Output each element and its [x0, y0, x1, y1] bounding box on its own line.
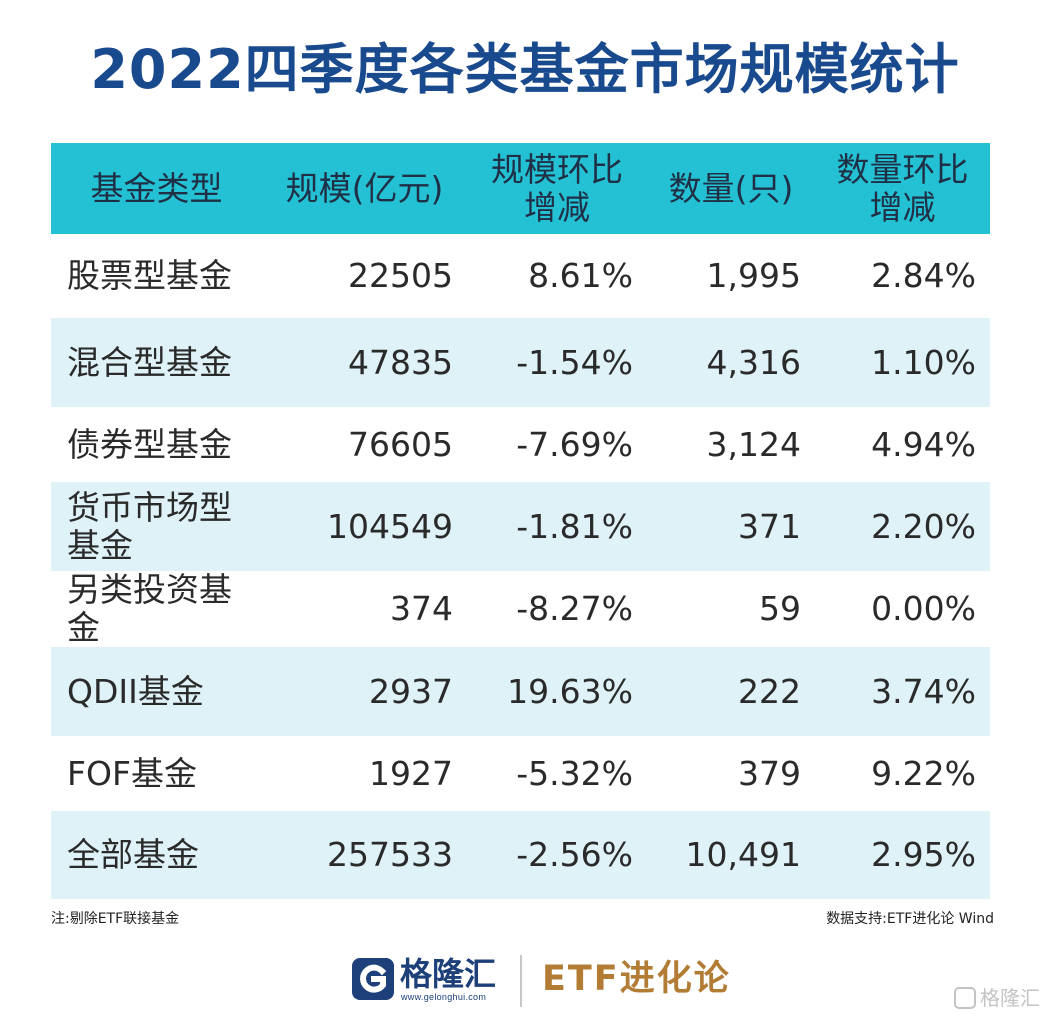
cell-fund-type: 股票型基金: [67, 256, 232, 295]
header-count: 数量(只): [647, 143, 815, 234]
gelonghui-logo-icon: [352, 958, 394, 1000]
cell-count: 59: [759, 589, 801, 628]
table-header-row: 基金类型 规模(亿元) 规模环比 增减 数量(只) 数量环比 增减: [51, 143, 990, 234]
cell-fund-type: 债券型基金: [67, 424, 232, 464]
cell-fund-type: QDII基金: [51, 647, 262, 736]
cell-count-change: 9.22%: [871, 753, 976, 793]
cell-count: 4,316: [647, 318, 815, 407]
gelonghui-url: www.gelonghui.com: [401, 992, 487, 1002]
table-row: 货币市场型基金 104549 -1.81% 371 2.20%: [51, 482, 990, 571]
gelonghui-brand-name: 格隆汇: [400, 955, 497, 993]
cell-scale-change: -1.81%: [467, 482, 647, 571]
cell-scale: 257533: [262, 811, 467, 899]
cell-count: 3,124: [706, 424, 801, 464]
cell-fund-type: FOF基金: [67, 753, 197, 793]
header-scale-change-line1: 规模环比: [491, 149, 623, 189]
cell-count-change: 1.10%: [815, 318, 990, 407]
table-row-total: 全部基金 257533 -2.56% 10,491 2.95%: [51, 811, 990, 899]
cell-count: 379: [738, 753, 801, 793]
cell-fund-type: 货币市场型基金: [51, 482, 262, 571]
cell-count-change: 2.84%: [871, 256, 976, 295]
cell-count: 222: [647, 647, 815, 736]
header-scale-change-line2: 增减: [524, 187, 590, 227]
cell-scale-change: -5.32%: [516, 753, 633, 793]
cell-scale: 47835: [262, 318, 467, 407]
cell-count: 371: [647, 482, 815, 571]
data-source: 数据支持:ETF进化论 Wind: [826, 911, 994, 927]
brand-divider: [520, 955, 522, 1007]
cell-scale: 2937: [262, 647, 467, 736]
cell-scale: 22505: [348, 256, 453, 295]
cell-scale: 104549: [262, 482, 467, 571]
cell-scale-change: -8.27%: [516, 589, 633, 628]
cell-count-change: 4.94%: [871, 424, 976, 464]
watermark: 格隆汇: [954, 985, 1040, 1011]
cell-scale: 76605: [348, 424, 453, 464]
header-count-change-line2: 增减: [869, 187, 936, 227]
table-row: QDII基金 2937 19.63% 222 3.74%: [51, 647, 990, 736]
page-title: 2022四季度各类基金市场规模统计: [90, 38, 960, 101]
cell-count-change: 2.95%: [815, 811, 990, 899]
cell-count: 10,491: [647, 811, 815, 899]
cell-count-change: 0.00%: [871, 589, 976, 628]
etf-brand-name: ETF进化论: [542, 959, 731, 999]
fund-scale-table: 基金类型 规模(亿元) 规模环比 增减 数量(只) 数量环比 增减 股票型基金 …: [51, 143, 990, 899]
table-row: FOF基金 1927 -5.32% 379 9.22%: [51, 736, 990, 811]
cell-fund-type: 混合型基金: [51, 318, 262, 407]
cell-fund-type: 另类投资基金: [67, 570, 232, 647]
cell-scale-change: 19.63%: [467, 647, 647, 736]
cell-count-change: 2.20%: [815, 482, 990, 571]
table-row: 混合型基金 47835 -1.54% 4,316 1.10%: [51, 318, 990, 407]
table-row: 另类投资基金 374 -8.27% 59 0.00%: [51, 571, 990, 647]
table-row: 债券型基金 76605 -7.69% 3,124 4.94%: [51, 407, 990, 482]
cell-scale-change: -2.56%: [467, 811, 647, 899]
table-row: 股票型基金 22505 8.61% 1,995 2.84%: [51, 234, 990, 318]
cell-scale: 1927: [369, 753, 453, 793]
header-scale-change: 规模环比 增减: [467, 143, 647, 234]
cell-count: 1,995: [706, 256, 801, 295]
header-count-change: 数量环比 增减: [815, 143, 990, 234]
header-scale: 规模(亿元): [262, 143, 467, 234]
cell-scale-change: -7.69%: [516, 424, 633, 464]
cell-scale: 374: [390, 589, 453, 628]
footnote: 注:剔除ETF联接基金: [51, 911, 180, 927]
cell-scale-change: -1.54%: [467, 318, 647, 407]
watermark-logo-icon: [954, 987, 976, 1009]
cell-fund-type: 全部基金: [51, 811, 262, 899]
cell-count-change: 3.74%: [815, 647, 990, 736]
header-fund-type: 基金类型: [51, 143, 262, 234]
watermark-text: 格隆汇: [980, 986, 1040, 1010]
header-count-change-line1: 数量环比: [836, 149, 969, 189]
cell-scale-change: 8.61%: [528, 256, 633, 295]
